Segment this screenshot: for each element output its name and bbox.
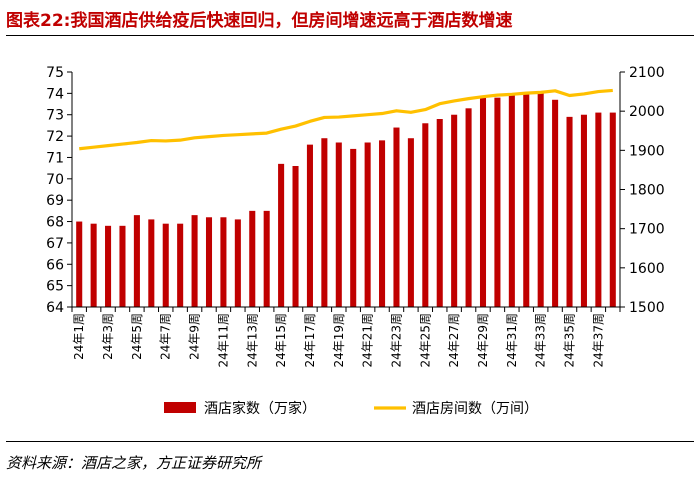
bar-19 (335, 142, 342, 307)
bar-35 (566, 116, 573, 307)
x-tick-label: 24年5周 (130, 313, 144, 360)
bar-33 (537, 93, 544, 307)
bar-2 (90, 223, 97, 307)
left-tick-label: 65 (46, 279, 64, 295)
x-tick-label: 24年23周 (389, 313, 403, 368)
right-tick-label: 2000 (629, 104, 665, 120)
x-tick-label: 24年31周 (505, 313, 519, 368)
bar-10 (205, 217, 213, 307)
bar-series-hotel-count (76, 93, 616, 308)
top-rule (6, 35, 694, 36)
left-tick-label: 69 (46, 193, 64, 209)
bar-4 (119, 225, 126, 307)
right-tick-label: 1700 (629, 222, 665, 238)
right-tick-label: 2100 (629, 65, 665, 81)
bar-18 (321, 138, 328, 307)
bar-15 (278, 163, 285, 307)
bar-30 (494, 97, 501, 307)
bar-32 (523, 93, 530, 307)
bar-26 (436, 119, 443, 307)
left-tick-label: 64 (46, 300, 64, 316)
bar-6 (148, 219, 155, 307)
bar-20 (350, 148, 357, 307)
left-tick-label: 66 (46, 257, 64, 273)
x-tick-label: 24年3周 (101, 313, 115, 360)
left-tick-label: 67 (46, 236, 64, 252)
right-tick-label: 1800 (629, 183, 665, 199)
x-tick-label: 24年17周 (303, 313, 317, 368)
bar-22 (379, 140, 386, 307)
x-tick-label: 24年29周 (476, 313, 490, 368)
left-tick-label: 75 (46, 65, 64, 81)
bar-12 (234, 219, 241, 307)
bar-5 (133, 215, 140, 307)
x-tick-label: 24年35周 (563, 313, 577, 368)
x-tick-label: 24年11周 (216, 313, 230, 368)
bar-29 (479, 97, 487, 307)
line-series-room-count (79, 88, 613, 151)
x-tick-label: 24年21周 (361, 313, 375, 368)
x-tick-label: 24年13周 (245, 313, 259, 368)
right-tick-label: 1900 (629, 143, 665, 159)
bar-1 (76, 221, 83, 307)
left-tick-label: 68 (46, 215, 64, 231)
bar-36 (580, 114, 587, 308)
bar-28 (465, 108, 472, 308)
bar-25 (422, 123, 429, 307)
left-tick-label: 74 (46, 86, 64, 102)
x-tick-label: 24年33周 (534, 313, 548, 368)
x-tick-label: 24年19周 (332, 313, 346, 368)
bottom-rule (6, 441, 694, 442)
x-tick-label: 24年7周 (159, 313, 173, 360)
left-tick-label: 73 (46, 108, 64, 124)
left-tick-label: 71 (46, 150, 64, 166)
left-tick-label: 72 (46, 129, 64, 145)
chart: 64 65 66 67 68 69 70 71 72 73 74 75 1500 1600 1700 180… (46, 65, 665, 417)
figure-title: 图表22:我国酒店供给疫后快速回归，但房间增速远高于酒店数增速 (6, 11, 513, 31)
legend: 酒店家数（万家） 酒店房间数（万间） (164, 400, 538, 417)
bar-21 (364, 142, 371, 307)
x-tick-label: 24年37周 (591, 313, 605, 368)
source-note: 资料来源：酒店之家，方正证券研究所 (6, 454, 262, 472)
bar-3 (105, 225, 112, 307)
left-y-axis: 64 65 66 67 68 69 70 71 72 73 74 75 (46, 65, 73, 316)
x-tick-label: 24年27周 (447, 313, 461, 368)
bar-34 (552, 99, 559, 307)
bar-7 (162, 223, 169, 307)
legend-line-label: 酒店房间数（万间） (412, 401, 538, 417)
right-tick-label: 1500 (629, 300, 665, 316)
bar-9 (191, 215, 198, 307)
right-tick-label: 1600 (629, 261, 665, 277)
bar-27 (451, 114, 458, 308)
x-tick-label: 24年15周 (274, 313, 288, 368)
bar-38 (609, 112, 616, 307)
bar-37 (595, 112, 602, 307)
legend-bar-label: 酒店家数（万家） (204, 400, 316, 417)
bar-11 (220, 217, 227, 307)
bar-17 (306, 144, 313, 307)
bar-23 (393, 127, 400, 307)
bar-14 (263, 210, 270, 307)
x-tick-label: 24年9周 (188, 313, 202, 360)
legend-bar-swatch (164, 402, 196, 413)
bar-16 (292, 166, 299, 307)
room-count-line (79, 88, 613, 151)
bar-8 (177, 223, 184, 307)
x-tick-label: 24年25周 (418, 313, 432, 368)
right-y-axis: 1500 1600 1700 1800 1900 2000 2100 (619, 65, 665, 316)
left-tick-label: 70 (46, 172, 64, 188)
bar-31 (508, 95, 515, 307)
x-tick-label: 24年1周 (72, 313, 86, 360)
x-axis: 24年1周 24年3周 24年5周 24年7周 24年9周 24年11周 24年13周 24年… (71, 306, 621, 368)
bar-13 (249, 210, 256, 307)
bar-24 (407, 138, 414, 307)
